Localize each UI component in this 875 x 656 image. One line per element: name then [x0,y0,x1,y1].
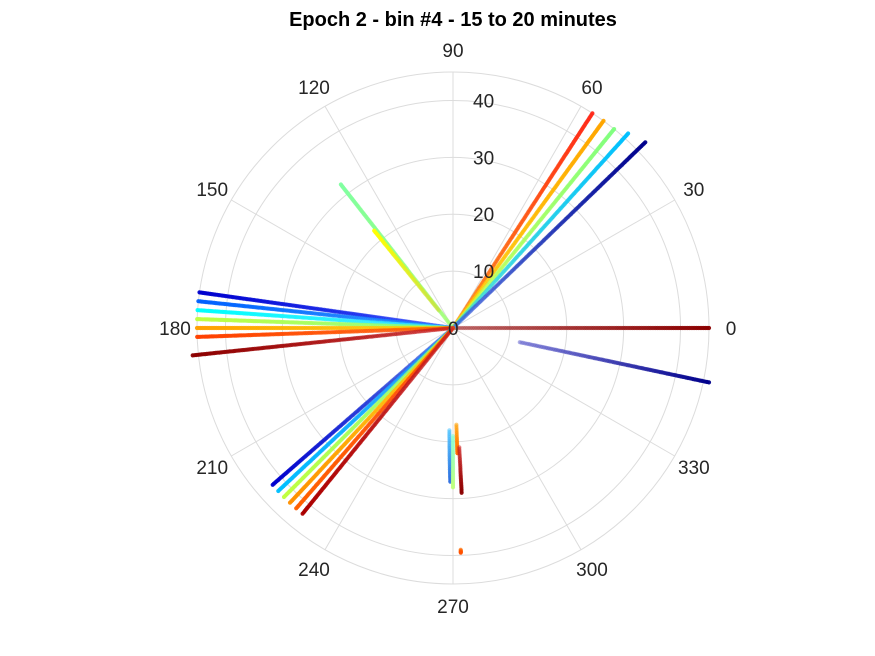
data-point [706,325,712,331]
grid-spoke [324,327,454,550]
angle-tick-label: 210 [196,458,228,479]
data-point [194,325,200,331]
grid-spoke [452,327,675,457]
angle-tick-label: 0 [726,319,737,340]
angle-tick-label: 60 [581,78,602,99]
data-point [601,118,606,123]
data-point [706,380,712,385]
angle-tick-label: 330 [678,458,710,479]
data-point [281,494,287,500]
data-point [338,182,343,187]
angle-tick-label: 30 [683,180,704,201]
data-track [454,422,460,456]
data-point [287,500,293,505]
data-track [190,325,456,358]
data-point [190,353,195,358]
data-point [643,140,648,145]
data-track [450,140,648,331]
angle-tick-label: 150 [196,180,228,201]
data-track [457,445,464,495]
angle-tick-label: 240 [298,560,330,581]
data-point [270,482,275,487]
angle-tick-label: 270 [437,597,469,618]
chart-title: Epoch 2 - bin #4 - 15 to 20 minutes [289,9,617,31]
data-point [195,308,200,313]
data-point [276,488,281,494]
data-track [517,340,712,385]
grid-spoke [452,327,582,550]
data-track [300,325,456,516]
radial-tick-label: 10 [473,262,494,283]
radial-tick-label: 40 [473,91,494,112]
data-point [590,111,595,116]
data-point [458,550,463,555]
data-point [300,511,305,516]
radial-tick-label: 30 [473,148,494,169]
data-point [450,485,456,490]
data-point [294,506,299,511]
data-tracks [190,111,712,555]
data-point [195,334,200,339]
angle-tick-label: 120 [298,78,330,99]
grid-spoke [231,327,454,457]
data-track [195,325,456,339]
data-track [450,325,712,331]
data-point [197,290,202,295]
data-point [626,131,631,136]
data-track [450,434,456,490]
data-track [458,547,463,555]
radial-tick-labels: 0 10 20 30 40 [448,91,494,340]
data-point [612,127,617,132]
angle-tick-label: 180 [159,319,191,340]
angle-tick-label: 300 [576,560,608,581]
grid-spoke [452,199,675,329]
grid-spoke [231,199,454,329]
data-track [372,228,441,313]
data-point [372,228,377,233]
data-track [195,308,456,331]
radial-tick-label: 20 [473,205,494,226]
grid-spoke [452,106,582,329]
data-point [195,317,200,322]
angle-tick-label: 90 [442,41,463,62]
radial-tick-label: 0 [448,319,459,340]
data-point [459,490,464,495]
data-point [196,299,201,304]
grid-spoke [324,106,454,329]
